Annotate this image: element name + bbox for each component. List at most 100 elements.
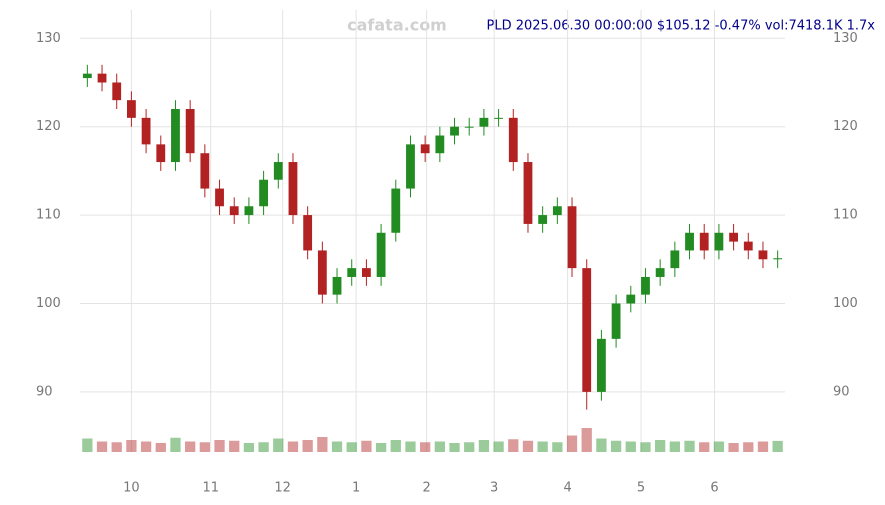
candle-body [435,135,445,154]
candle-body [347,268,357,277]
candle-body [670,250,680,269]
volume-bar [420,442,431,452]
volume-bar [302,440,313,452]
volume-bar [757,441,769,452]
y-tick-label: 130 [36,31,61,46]
candle-body [362,268,371,277]
volume-bar [537,441,548,452]
volume-bar [243,443,255,452]
candle-body [406,144,415,189]
candle-body [508,117,518,163]
volume-bar [331,441,343,452]
candle-body [479,117,489,127]
volume-bar [361,440,372,452]
volume-bar [728,443,739,452]
candle-body [288,162,298,216]
candle-body [641,276,650,295]
x-tick-label: 3 [490,481,498,496]
candle-body [420,144,430,154]
x-tick-label: 4 [563,481,571,496]
volume-bar [464,442,475,452]
candle-body [729,232,738,242]
volume-bar [229,440,240,452]
volume-bar [273,438,284,452]
candle-body [714,232,724,251]
x-tick-label: 1 [352,481,360,496]
candle-body [538,215,548,224]
volume-bar [434,441,445,452]
candle-body [391,188,401,233]
volume-bar [743,442,754,452]
volume-bar [610,440,622,452]
volume-bar [405,441,416,452]
volume-bar [449,443,460,452]
candle-body [82,73,92,79]
candle-body [332,276,342,295]
y-tick-label-right: 120 [833,119,858,134]
volume-bar [566,435,578,452]
candle-body [317,250,327,295]
volume-bar [772,440,783,452]
y-tick-label-right: 110 [833,208,858,223]
candle-body [112,82,122,101]
volume-bar [170,437,181,452]
y-tick-label-right: 90 [833,384,850,399]
candle-body [200,153,210,189]
candle-body [376,232,386,277]
volume-bar [669,441,680,452]
y-tick-label-right: 130 [833,31,858,46]
x-tick-label: 6 [710,481,718,496]
x-tick-label: 12 [274,481,291,496]
candle-body [171,109,180,163]
candle-body [567,206,577,269]
y-tick-label: 100 [36,296,61,311]
volume-bar [655,440,666,452]
candle-body [450,126,459,136]
candle-body [127,100,136,118]
x-tick-label: 2 [422,481,430,496]
volume-bar [508,439,519,452]
x-tick-label: 10 [123,481,140,496]
y-tick-label-right: 100 [833,296,858,311]
volume-bar [82,438,93,452]
volume-bar [214,440,225,452]
volume-bar [185,441,196,452]
candle-body [552,206,562,216]
candle-body [259,179,268,207]
volume-bar [140,441,152,452]
volume-bar [699,442,710,452]
candle-body [97,73,107,83]
candle-body [215,188,224,207]
volume-bar [317,437,328,452]
volume-bar [625,441,636,452]
candle-body [244,206,254,216]
candle-body [773,258,783,260]
candle-body [743,241,753,251]
candle-body [699,232,709,251]
volume-bar [346,442,357,452]
volume-bar [493,441,504,452]
y-tick-label: 120 [36,119,61,134]
candle-body [229,206,239,216]
candle-body [523,162,533,224]
candle-body [464,126,474,128]
candle-body [141,117,151,145]
x-tick-label: 5 [637,481,645,496]
volume-bar [287,441,299,452]
candle-body [626,294,636,304]
y-tick-label: 90 [36,384,53,399]
candle-body [156,144,166,163]
candle-body [185,109,195,154]
volume-bar [640,442,651,452]
chart-title: PLD 2025.06.30 00:00:00 $105.12 -0.47% v… [487,19,876,34]
volume-bar [478,440,490,452]
volume-bar [552,442,563,452]
volume-bar [126,440,137,452]
x-tick-label: 11 [202,481,219,496]
volume-bar [684,440,695,452]
volume-bar [199,442,210,452]
candle-body [273,162,283,180]
candle-body [611,303,621,339]
candle-body [655,268,665,277]
